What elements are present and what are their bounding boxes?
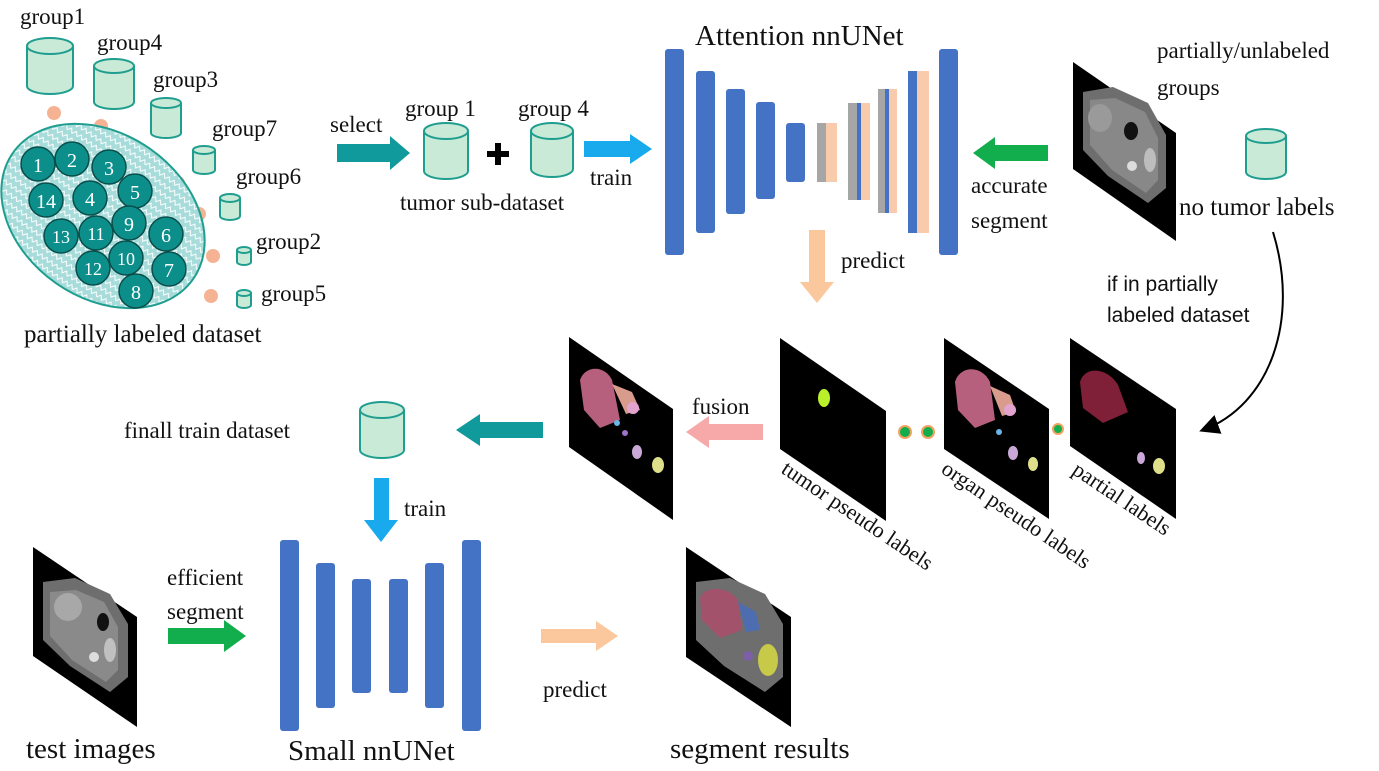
dataset-circle: [111, 205, 147, 241]
segment-label-bottom: segment: [167, 599, 244, 624]
dataset-circle: [118, 273, 154, 309]
finall-train-dataset-label: finall train dataset: [124, 418, 291, 443]
segment-results-label: segment results: [670, 733, 850, 765]
test-images-label: test images: [26, 733, 156, 765]
ellipsis-dots: [898, 423, 1064, 439]
group-4-label: group 4: [518, 96, 589, 121]
test-ct-image: [33, 547, 137, 727]
group4-database-icon: [93, 58, 135, 110]
organ-pseudo-labels-image: [944, 338, 1049, 519]
partially-labeled-dataset-label: partially labeled dataset: [24, 321, 261, 348]
dataset-number: 4: [85, 189, 95, 211]
accurate-segment-arrow: [973, 137, 1048, 169]
labeled-dataset-label: labeled dataset: [1107, 304, 1250, 327]
dataset-number: 14: [36, 191, 56, 213]
train-label-bottom: train: [404, 496, 447, 521]
no-tumor-labels-label: no tumor labels: [1179, 194, 1335, 221]
group-1-label: group 1: [405, 96, 476, 121]
ct-scan-image-top: [1073, 62, 1176, 241]
select-arrow: [337, 136, 410, 170]
tumor-sub-dataset-label: tumor sub-dataset: [400, 190, 565, 215]
dataset-number: 10: [117, 249, 135, 269]
train-label-top: train: [590, 165, 633, 190]
group1-database-icon: [26, 37, 74, 95]
unlabeled-group-database-icon: [1245, 128, 1287, 180]
predict-label-bottom: predict: [543, 677, 607, 702]
group1-label: group1: [20, 4, 85, 29]
dataset-number: 13: [52, 227, 70, 247]
predict-down-arrow: [800, 230, 834, 303]
group2-label: group2: [256, 229, 321, 254]
partial-labels-image: [1070, 338, 1176, 519]
segment-label-top: segment: [971, 208, 1048, 233]
group2-database-icon: [236, 246, 252, 266]
if-partially-labeled-curved-arrow: [1199, 231, 1284, 434]
dataset-circle: [54, 141, 90, 177]
dataset-circle: [78, 215, 114, 251]
small-nnunet-architecture: [280, 540, 481, 731]
dataset-number: 7: [164, 260, 174, 282]
partially-unlabeled-groups-line1: partially/unlabeled: [1157, 38, 1330, 63]
group5-label: group5: [261, 281, 326, 306]
efficient-label: efficient: [167, 565, 244, 590]
dataset-number: 3: [104, 158, 114, 180]
attention-nnunet-architecture: [665, 49, 958, 255]
group3-database-icon: [150, 97, 182, 139]
fusion-label: fusion: [692, 394, 750, 419]
group7-label: group7: [212, 116, 277, 141]
dataset-number: 8: [131, 282, 141, 304]
final-dataset-arrow: [456, 414, 543, 446]
group-4-database-icon: [530, 122, 574, 178]
group6-label: group6: [236, 164, 301, 189]
dataset-circle: [43, 218, 79, 254]
dataset-number-circles: 1 2 3 14 4 5 13 11 9 6 12 10 7 8: [20, 141, 187, 309]
segment-results-image: [686, 547, 791, 727]
dataset-number: 12: [84, 259, 102, 279]
group5-database-icon: [236, 289, 252, 309]
dataset-number: 6: [161, 225, 171, 247]
dataset-circle: [151, 251, 187, 287]
dataset-circle: [91, 149, 127, 185]
accurate-label: accurate: [971, 173, 1048, 198]
dataset-number: 11: [87, 224, 104, 244]
dataset-number: 2: [67, 150, 77, 172]
tumor-pseudo-labels-image: [780, 338, 886, 521]
dataset-number: 9: [124, 214, 134, 236]
train-down-arrow: [364, 478, 398, 542]
attention-nnunet-title: Attention nnUNet: [695, 20, 904, 52]
final-train-database-icon: [359, 401, 405, 459]
train-arrow-top: [584, 134, 652, 164]
dataset-circle: [28, 182, 64, 218]
group-1-database-icon: [423, 122, 469, 180]
group3-label: group3: [153, 67, 218, 92]
fusion-arrow: [686, 416, 763, 448]
dataset-circle: [108, 240, 144, 276]
select-label: select: [330, 112, 383, 137]
dataset-circle: [75, 250, 111, 286]
small-nnunet-title: Small nnUNet: [288, 735, 455, 767]
predict-arrow-bottom: [541, 621, 618, 651]
dataset-circle: [72, 180, 108, 216]
dataset-circle: [148, 216, 184, 252]
efficient-segment-arrow: [168, 620, 246, 652]
partially-unlabeled-groups-line2: groups: [1157, 75, 1220, 100]
dataset-number: 1: [33, 155, 43, 177]
dataset-number: 5: [130, 182, 140, 204]
plus-icon: [487, 143, 509, 165]
group4-label: group4: [97, 30, 163, 55]
group6-database-icon: [219, 193, 241, 221]
predict-label-top: predict: [841, 248, 905, 273]
if-in-partially-label: if in partially: [1107, 273, 1218, 296]
fused-label-image: [569, 337, 673, 520]
group7-database-icon: [192, 145, 216, 175]
